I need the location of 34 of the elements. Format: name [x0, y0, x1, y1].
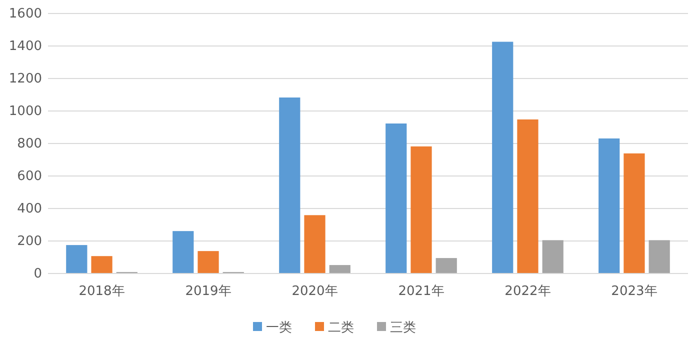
y-tick-label: 1400: [8, 39, 42, 54]
bar: [624, 153, 645, 273]
bar: [517, 119, 538, 273]
y-tick-label: 1200: [8, 72, 42, 87]
x-tick-label: 2020年: [292, 284, 338, 299]
bar: [279, 98, 300, 273]
y-tick-label: 1000: [8, 104, 42, 120]
x-tick-label: 2023年: [611, 284, 658, 299]
bar: [91, 256, 112, 273]
bar: [172, 231, 194, 273]
bar: [410, 146, 432, 273]
bar: [329, 265, 350, 273]
legend-label: 一类: [266, 320, 292, 336]
bar: [386, 124, 407, 273]
bar: [436, 258, 457, 273]
bar: [648, 240, 670, 273]
y-tick-label: 600: [17, 169, 42, 184]
y-tick-label: 800: [17, 136, 42, 152]
bar: [598, 138, 620, 273]
x-tick-label: 2021年: [398, 284, 444, 299]
bar: [492, 42, 514, 273]
bar: [66, 245, 88, 273]
y-tick-label: 400: [17, 202, 42, 217]
bar: [304, 215, 326, 273]
legend-label: 三类: [390, 320, 416, 336]
x-tick-label: 2019年: [185, 284, 232, 299]
y-tick-label: 1600: [8, 6, 42, 22]
y-tick-label: 0: [34, 266, 42, 282]
x-tick-label: 2018年: [78, 284, 125, 299]
bar: [198, 251, 219, 273]
bar: [542, 240, 564, 273]
x-tick-label: 2022年: [504, 284, 551, 299]
legend-label: 二类: [328, 320, 354, 336]
y-tick-label: 200: [17, 234, 42, 250]
